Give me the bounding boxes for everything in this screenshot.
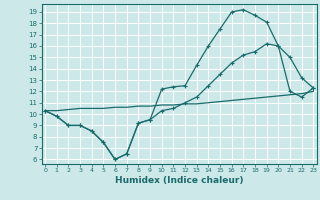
X-axis label: Humidex (Indice chaleur): Humidex (Indice chaleur) (115, 176, 244, 185)
